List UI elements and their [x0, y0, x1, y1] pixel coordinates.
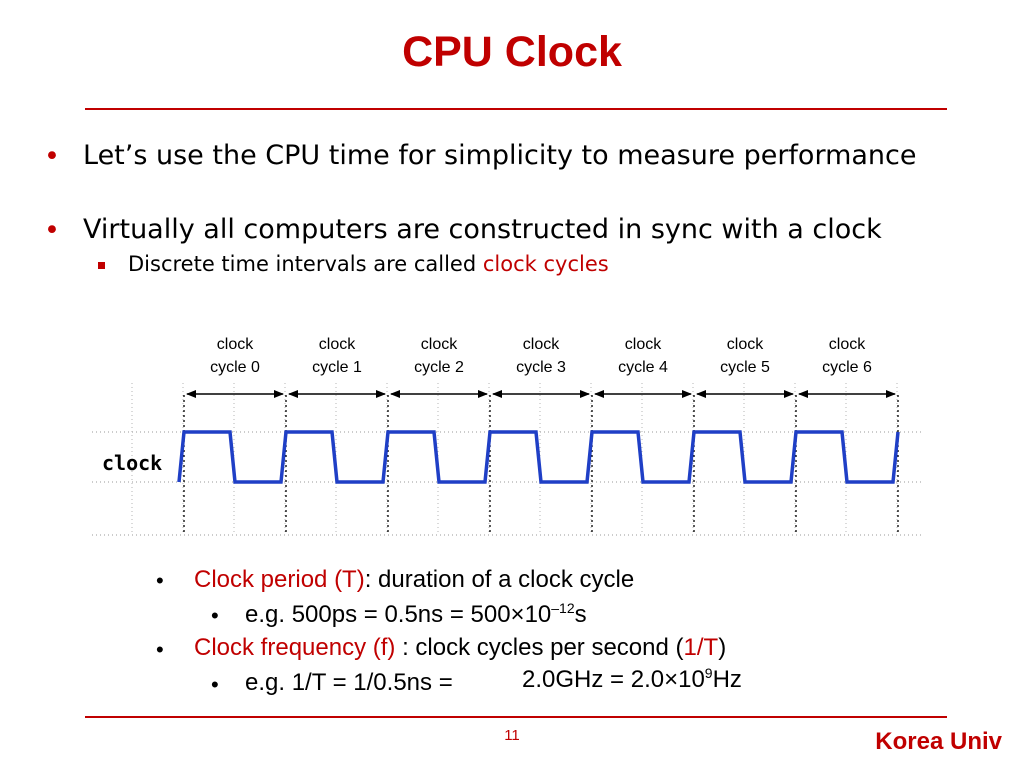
clock-frequency-line: Clock frequency (f) : clock cycles per s… [194, 634, 726, 662]
freq-exponent: 9 [704, 665, 713, 681]
bullet-dot: • [44, 141, 60, 172]
bottom-divider [85, 716, 947, 718]
period-example-a: e.g. 500ps = 0.5ns = 500 [245, 601, 511, 628]
square-bullet-icon [98, 262, 105, 269]
bullet-dot: • [211, 603, 219, 628]
sub-bullet-discrete: Discrete time intervals are called clock… [128, 252, 609, 276]
cycle-label: cycle 1 [312, 359, 362, 376]
cycle-label: clock [523, 336, 560, 353]
clock-period-term: Clock period (T) [194, 566, 365, 593]
one-over-t: 1/T [683, 634, 719, 661]
freq-example-value: 2.0GHz = 2.0 [522, 666, 665, 693]
freq-example-c: 10 [678, 666, 705, 693]
clock-period-desc: : duration of a clock cycle [364, 566, 635, 593]
bullet-cpu-time: Let’s use the CPU time for simplicity to… [83, 140, 917, 171]
frequency-example-b: 2.0GHz = 2.0×109Hz [522, 665, 742, 694]
cycle-label: clock [421, 336, 458, 353]
period-example-c: s [574, 601, 587, 628]
bullet-dot: • [156, 568, 164, 593]
freq-close-paren: ) [718, 634, 727, 661]
cycle-label: cycle 3 [516, 359, 566, 376]
sub-bullet-text: Discrete time intervals are called [128, 252, 483, 276]
times-sign: × [664, 666, 679, 693]
cycle-label: cycle 6 [822, 359, 872, 376]
signal-label: clock [102, 451, 162, 475]
cycle-label: cycle 4 [618, 359, 668, 376]
clock-frequency-desc: : clock cycles per second ( [395, 634, 684, 661]
freq-example-d: Hz [712, 666, 742, 693]
cycle-label: clock [625, 336, 662, 353]
clock-period-line: Clock period (T): duration of a clock cy… [194, 566, 634, 594]
cycle-label: clock [217, 336, 254, 353]
slide-title: CPU Clock [402, 28, 622, 76]
cycle-label: clock [319, 336, 356, 353]
bullet-dot: • [156, 637, 164, 662]
cycle-label: cycle 2 [414, 359, 464, 376]
period-example: e.g. 500ps = 0.5ns = 500×10–12s [245, 600, 587, 629]
cycle-label: cycle 0 [210, 359, 260, 376]
page-number: 11 [504, 727, 520, 744]
cycle-label: clock [829, 336, 866, 353]
clock-cycles-term: clock cycles [482, 252, 609, 276]
period-exponent: –12 [551, 600, 575, 616]
bullet-dot: • [211, 672, 219, 697]
frequency-example-a: e.g. 1/T = 1/0.5ns = [245, 669, 453, 696]
clock-frequency-term: Clock frequency (f) [194, 634, 396, 661]
clock-waveform [177, 430, 900, 484]
bullet-sync-clock: Virtually all computers are constructed … [83, 214, 882, 245]
brand-logo-text: Korea Univ [875, 728, 1002, 755]
cycle-label: cycle 5 [720, 359, 770, 376]
period-example-b: 10 [524, 601, 552, 628]
cycle-label: clock [727, 336, 764, 353]
top-divider [85, 108, 947, 110]
times-sign: × [510, 601, 525, 628]
bullet-dot: • [44, 215, 60, 246]
